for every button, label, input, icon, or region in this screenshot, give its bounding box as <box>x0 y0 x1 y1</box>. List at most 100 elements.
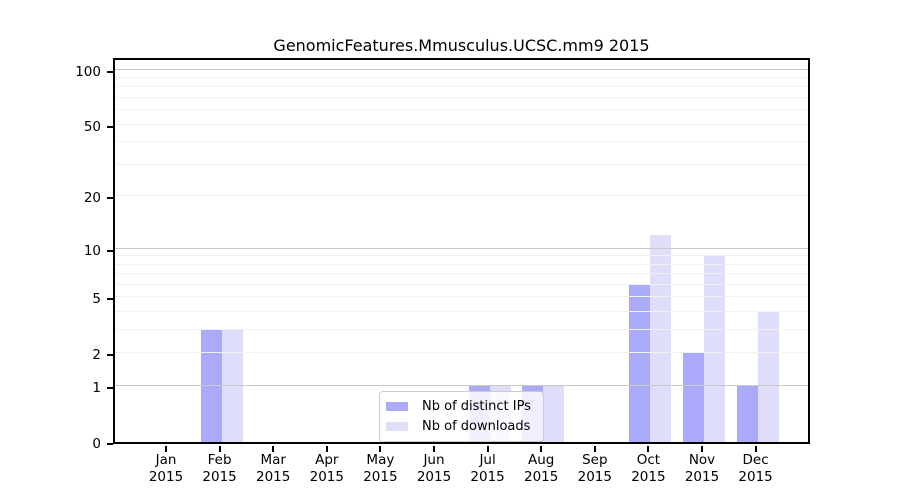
x-tick-year: 2015 <box>524 469 559 485</box>
gridline <box>115 86 808 88</box>
x-tick-year: 2015 <box>256 469 291 485</box>
x-tick-month: Jan <box>155 452 177 468</box>
legend-item: Nb of distinct IPs <box>386 398 539 415</box>
x-tick-label: Sep 2015 <box>567 452 623 486</box>
x-tick-year: 2015 <box>148 469 184 485</box>
x-axis-tick <box>647 446 650 452</box>
bar-distinct-ips <box>736 386 758 442</box>
legend-label: Nb of distinct IPs <box>422 399 531 414</box>
x-tick-month: Jun <box>423 452 445 468</box>
gridline <box>115 163 808 165</box>
x-tick-month: Sep <box>582 452 608 468</box>
legend-label: Nb of downloads <box>422 419 531 434</box>
gridline <box>115 273 808 275</box>
x-tick-month: Oct <box>636 452 661 468</box>
x-axis-tick <box>486 446 489 452</box>
y-tick-label: 50 <box>83 118 101 135</box>
plot-area <box>113 58 810 444</box>
x-axis-tick <box>325 446 328 452</box>
y-tick-label: 1 <box>92 380 101 397</box>
x-tick-label: Jul 2015 <box>460 452 516 486</box>
x-tick-label: Aug 2015 <box>513 452 569 486</box>
y-axis-tick <box>107 125 113 128</box>
gridline <box>115 263 808 265</box>
x-tick-label: Jun 2015 <box>406 452 462 486</box>
x-tick-label: Mar 2015 <box>245 452 301 486</box>
x-tick-month: May <box>366 452 395 468</box>
y-tick-label: 100 <box>75 63 101 80</box>
x-axis-tick <box>165 446 167 452</box>
bar-distinct-ips <box>629 284 651 442</box>
x-axis-tick <box>593 446 596 452</box>
x-tick-label: Oct 2015 <box>620 452 676 486</box>
x-tick-year: 2015 <box>738 469 773 485</box>
y-tick-label: 5 <box>92 291 101 308</box>
chart-title: GenomicFeatures.Mmusculus.UCSC.mm9 2015 <box>273 36 650 55</box>
x-tick-year: 2015 <box>470 469 505 485</box>
y-axis-tick <box>107 443 113 445</box>
x-axis-tick <box>272 446 275 452</box>
bar-downloads <box>650 235 672 442</box>
gridline <box>115 68 808 70</box>
y-tick-label: 20 <box>83 190 101 207</box>
x-tick-year: 2015 <box>684 469 720 485</box>
gridline <box>115 76 808 78</box>
x-tick-month: Mar <box>260 452 286 468</box>
x-tick-label: May 2015 <box>352 452 408 486</box>
x-axis-tick <box>218 446 221 452</box>
x-tick-year: 2015 <box>363 469 398 485</box>
y-axis-tick <box>107 298 113 301</box>
gridline <box>115 311 808 313</box>
x-tick-year: 2015 <box>416 469 452 485</box>
x-tick-month: Apr <box>315 452 339 468</box>
gridline <box>115 247 808 249</box>
y-axis-tick <box>107 249 113 252</box>
x-axis-tick <box>754 446 757 452</box>
y-axis-tick <box>107 70 113 73</box>
x-tick-year: 2015 <box>309 469 344 485</box>
x-tick-year: 2015 <box>577 469 612 485</box>
gridline <box>115 352 808 354</box>
x-axis-tick <box>433 446 435 452</box>
gridline <box>115 255 808 257</box>
x-tick-month: Aug <box>528 452 555 468</box>
x-tick-month: Dec <box>742 452 769 468</box>
gridline <box>115 385 808 387</box>
x-tick-year: 2015 <box>631 469 666 485</box>
x-tick-label: Nov 2015 <box>674 452 730 486</box>
gridline <box>115 96 808 98</box>
gridline <box>115 141 808 143</box>
gridline <box>115 195 808 197</box>
x-tick-year: 2015 <box>202 469 237 485</box>
x-axis-tick <box>379 446 382 452</box>
y-axis-tick <box>107 197 113 200</box>
legend-swatch-distinct-ips <box>386 402 408 411</box>
gridline <box>115 296 808 298</box>
legend-item: Nb of downloads <box>386 418 539 435</box>
gridline <box>115 329 808 331</box>
x-tick-label: Feb 2015 <box>192 452 248 486</box>
gridline <box>115 283 808 285</box>
x-tick-label: Dec 2015 <box>728 452 784 486</box>
x-axis-tick <box>540 446 543 452</box>
y-tick-label: 0 <box>92 436 101 452</box>
x-tick-month: Jul <box>479 452 496 468</box>
y-tick-label: 10 <box>83 242 101 259</box>
y-axis-tick <box>107 387 113 390</box>
legend: Nb of distinct IPs Nb of downloads <box>379 391 544 442</box>
bar-downloads <box>704 256 725 442</box>
x-tick-month: Nov <box>688 452 716 468</box>
x-tick-label: Apr 2015 <box>299 452 355 486</box>
bar-downloads <box>543 386 565 442</box>
bar-downloads <box>757 312 779 442</box>
y-axis-tick <box>107 354 113 357</box>
y-tick-label: 2 <box>92 347 101 364</box>
gridline <box>115 109 808 111</box>
x-tick-label: Jan 2015 <box>138 452 194 486</box>
grid-layer <box>115 60 808 442</box>
x-axis-tick <box>701 446 703 452</box>
legend-swatch-downloads <box>386 422 408 431</box>
bar-distinct-ips <box>683 353 704 442</box>
gridline <box>115 123 808 125</box>
